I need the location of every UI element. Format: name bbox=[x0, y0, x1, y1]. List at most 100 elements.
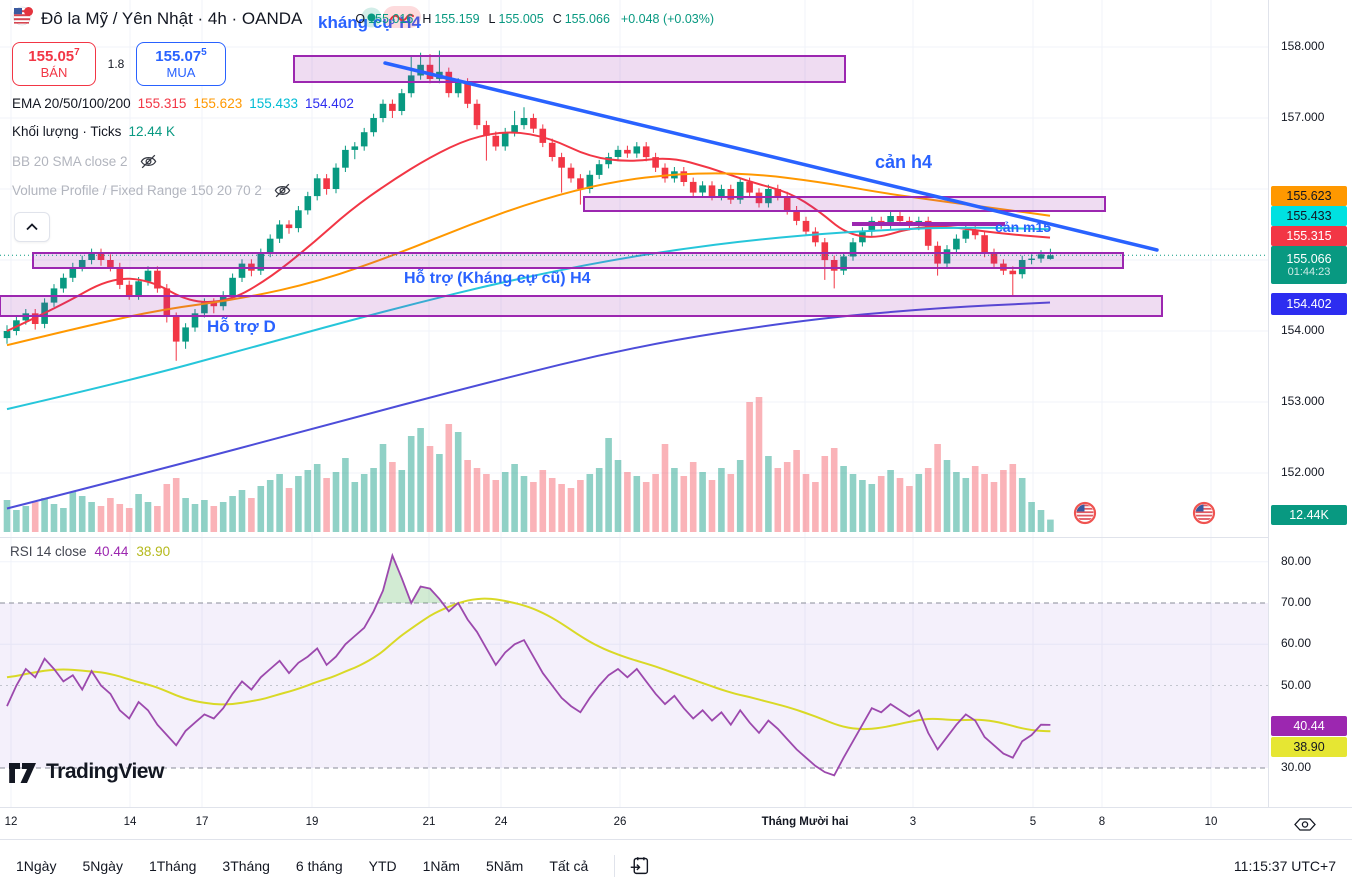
high-label: H bbox=[422, 11, 432, 26]
axis-label: 153.000 bbox=[1281, 394, 1325, 408]
axis-label: 70.00 bbox=[1281, 595, 1312, 609]
us-flag-event-icon bbox=[1192, 501, 1216, 525]
price-badge: 155.623 bbox=[1271, 186, 1347, 206]
rsi-legend-value: 40.44 bbox=[94, 544, 129, 559]
spread-value: 1.8 bbox=[107, 57, 125, 71]
ema-value: 154.402 bbox=[305, 96, 354, 111]
time-axis-label: 17 bbox=[195, 816, 209, 828]
drawing-label[interactable]: cản m15 bbox=[995, 219, 1052, 235]
collapse-pane-button[interactable] bbox=[14, 212, 50, 242]
ohlc-row: O 155.016 H 155.159 L 155.005 C 155.066 … bbox=[355, 12, 714, 26]
market-open-icon bbox=[361, 7, 382, 33]
price-badge: 38.90 bbox=[1271, 737, 1347, 757]
symbol-title[interactable]: Đô la Mỹ / Yên Nhật · 4h · OANDA bbox=[41, 8, 303, 28]
time-axis-label: 14 bbox=[123, 816, 137, 828]
drawing-label[interactable]: Hỗ trợ (Kháng cự cũ) H4 bbox=[404, 270, 591, 287]
open-label: O bbox=[355, 11, 366, 26]
axis-label: 50.00 bbox=[1281, 677, 1312, 692]
drawing-label[interactable]: Hỗ trợ D bbox=[207, 317, 276, 336]
ema-value: 155.315 bbox=[137, 96, 187, 111]
supply-demand-zones bbox=[0, 55, 1163, 317]
ema-50-line bbox=[6, 172, 1051, 347]
ema-value: 155.433 bbox=[249, 96, 299, 111]
us-flag-event-icon bbox=[1073, 501, 1097, 525]
range-button[interactable]: Tất cả bbox=[549, 857, 589, 874]
ema-legend-title[interactable]: EMA 20/50/100/200 bbox=[12, 96, 131, 111]
volume-profile-legend-title[interactable]: Volume Profile / Fixed Range 150 20 70 2 bbox=[12, 183, 262, 198]
axis-label: 80.00 bbox=[1281, 553, 1312, 568]
ema-value: 155.623 bbox=[193, 96, 243, 111]
time-axis-label: 3 bbox=[909, 816, 917, 828]
tradingview-logo-icon bbox=[9, 763, 36, 783]
time-axis[interactable]: 12 14 17 19 21 24 26 Tháng Mười hai 3 5 8 10 bbox=[0, 807, 1352, 840]
range-button[interactable]: 1Tháng bbox=[148, 857, 197, 874]
chart-canvas[interactable] bbox=[0, 0, 1268, 807]
open-value: 155.016 bbox=[368, 11, 414, 26]
range-button[interactable]: 1Ngày bbox=[16, 857, 57, 874]
price-badge: 154.402 bbox=[1271, 293, 1347, 315]
axis-label: 60.00 bbox=[1281, 636, 1312, 651]
sell-button[interactable]: 155.057 BÁN bbox=[12, 42, 96, 86]
bb-legend-title[interactable]: BB 20 SMA close 2 bbox=[12, 154, 128, 169]
descending-trendline bbox=[383, 61, 1159, 252]
time-axis-label: 19 bbox=[305, 816, 319, 828]
us-flag-icon bbox=[12, 5, 34, 32]
axis-label: 157.000 bbox=[1281, 110, 1325, 124]
rsi-ma-line bbox=[6, 597, 1051, 733]
close-value: 155.066 bbox=[564, 11, 610, 26]
time-axis-label: 24 bbox=[494, 816, 508, 828]
range-button[interactable]: 5Ngày bbox=[82, 857, 123, 874]
volume-series bbox=[3, 397, 1054, 532]
time-axis-label: 8 bbox=[1098, 816, 1106, 828]
volume-legend-value: 12.44 K bbox=[128, 124, 175, 139]
drawing-label[interactable]: kháng cự H4 bbox=[318, 13, 421, 32]
ema-200-line bbox=[6, 301, 1051, 510]
drawing-label[interactable]: cản h4 bbox=[875, 152, 933, 172]
axis-label: 154.000 bbox=[1281, 323, 1325, 337]
time-axis-label: 26 bbox=[613, 816, 627, 828]
range-button[interactable]: 6 tháng bbox=[295, 857, 343, 874]
axis-label: 30.00 bbox=[1281, 760, 1312, 774]
bottom-toolbar: 1Ngày 5Ngày 1Tháng 3Tháng 6 tháng YTD 1Năm 5Năm… bbox=[0, 839, 1352, 891]
ema-legend-values: 155.315 155.623 155.433 154.402 bbox=[138, 96, 361, 111]
buy-button[interactable]: 155.075 MUA bbox=[136, 42, 226, 86]
low-value: 155.005 bbox=[498, 11, 544, 26]
time-axis-label: 21 bbox=[422, 816, 436, 828]
range-button[interactable]: 1Năm bbox=[422, 857, 460, 874]
time-axis-label: 5 bbox=[1029, 816, 1037, 828]
time-axis-label: 12 bbox=[4, 816, 18, 828]
timezone-settings-icon[interactable] bbox=[1294, 818, 1316, 836]
goto-date-button[interactable] bbox=[629, 855, 650, 876]
range-button[interactable]: 3Tháng bbox=[222, 857, 270, 874]
close-label: C bbox=[552, 11, 562, 26]
price-badge: 12.44K bbox=[1271, 505, 1347, 525]
high-value: 155.159 bbox=[434, 11, 480, 26]
tradingview-logo-text: TradingView bbox=[46, 760, 164, 783]
popular-badge-icon bbox=[383, 6, 421, 33]
axis-label: 152.000 bbox=[1281, 465, 1325, 479]
eye-off-icon[interactable] bbox=[273, 181, 292, 200]
price-badge: 40.44 bbox=[1271, 716, 1347, 736]
price-axis[interactable]: 158.000 157.000 154.000 153.000 152.000 80.00… bbox=[1268, 0, 1352, 807]
buy-price: 155.075 bbox=[155, 47, 207, 66]
sell-price: 155.057 bbox=[28, 47, 80, 66]
pane-separator[interactable] bbox=[0, 537, 1352, 538]
volume-legend-title[interactable]: Khối lượng · Ticks bbox=[12, 124, 122, 139]
toolbar-divider bbox=[614, 854, 616, 877]
sell-label: BÁN bbox=[40, 64, 68, 80]
clock-label[interactable]: 11:15:37 UTC+7 bbox=[1233, 857, 1336, 874]
price-badge: 155.066 01:44:23 bbox=[1271, 246, 1347, 284]
rsi-line bbox=[6, 552, 1051, 777]
range-button[interactable]: YTD bbox=[368, 857, 397, 874]
date-range-buttons: 1Ngày 5Ngày 1Tháng 3Tháng 6 tháng YTD 1Năm 5Năm… bbox=[16, 858, 614, 874]
rsi-legend-title[interactable]: RSI 14 close bbox=[10, 544, 87, 559]
time-axis-label: 10 bbox=[1204, 816, 1218, 828]
range-button[interactable]: 5Năm bbox=[485, 857, 524, 874]
price-badge: 155.433 bbox=[1271, 206, 1347, 226]
axis-label: 158.000 bbox=[1281, 39, 1325, 53]
eye-off-icon[interactable] bbox=[139, 152, 158, 171]
price-badge: 155.315 bbox=[1271, 226, 1347, 246]
buy-label: MUA bbox=[166, 64, 196, 80]
tradingview-logo[interactable]: TradingView bbox=[8, 760, 164, 784]
